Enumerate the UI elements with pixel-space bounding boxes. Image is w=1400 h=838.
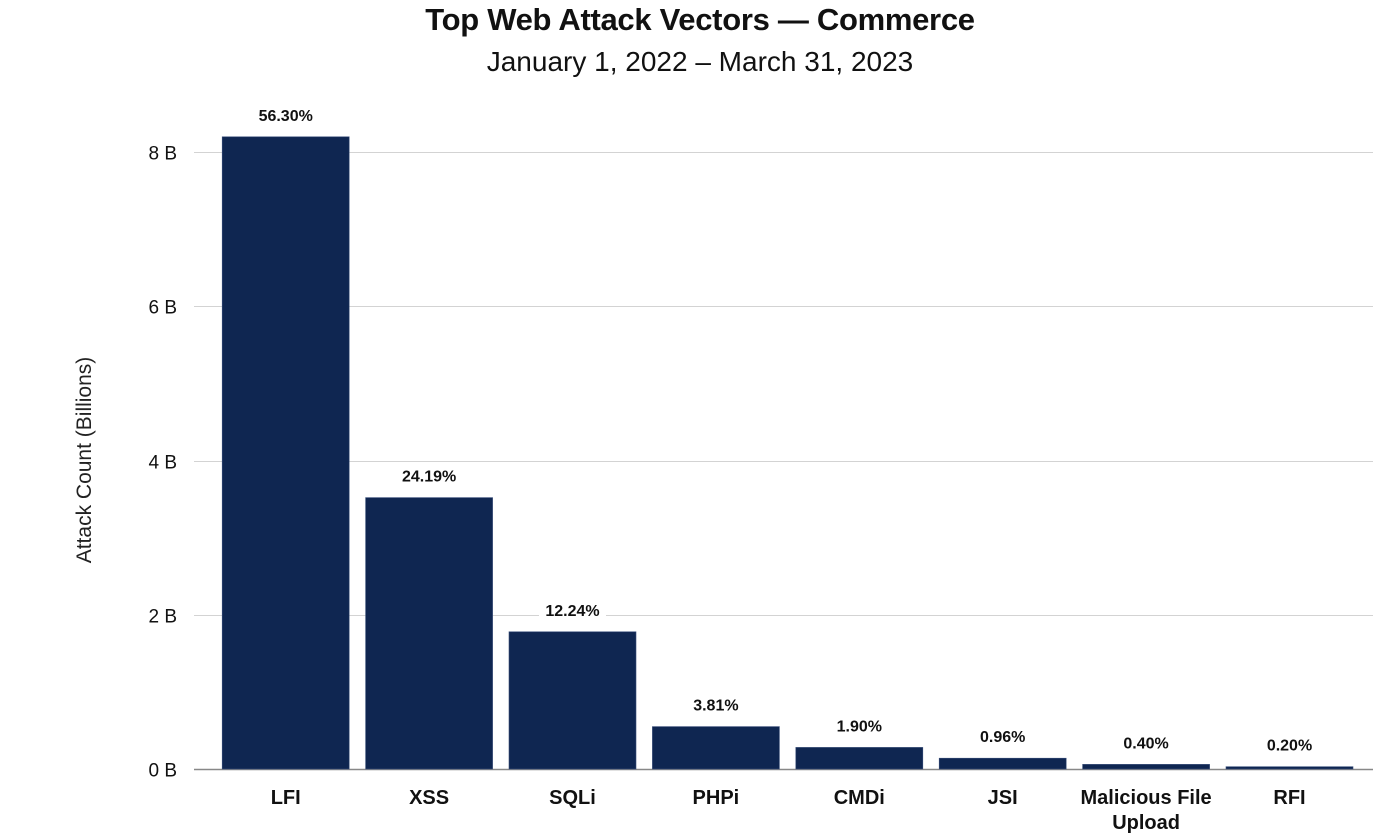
data-label: 0.40%: [1123, 735, 1168, 752]
x-category-label: PHPi: [693, 787, 740, 809]
x-category-label: CMDi: [834, 787, 885, 809]
bar-sqli: [508, 631, 637, 770]
data-label-background: [1260, 734, 1319, 757]
bar-phpi: [652, 726, 780, 770]
x-category-label: Malicious File: [1081, 787, 1212, 809]
data-label-background: [973, 726, 1032, 749]
bars: [221, 136, 1354, 770]
x-axis-categories: LFI XSS SQLi PHPi CMDi JSI Malicious File Uploa…: [271, 787, 1306, 834]
bar-lfi: [221, 136, 350, 770]
y-tick-label: 8 B: [148, 144, 177, 165]
y-tick-label: 2 B: [148, 607, 177, 628]
y-tick-label: 6 B: [148, 298, 177, 319]
data-label: 1.90%: [837, 718, 882, 735]
y-axis-ticks: 0 B 2 B 4 B 6 B 8 B: [148, 144, 177, 782]
data-label-background: [539, 599, 606, 622]
x-category-label: SQLi: [549, 787, 596, 809]
bar-cmdi: [795, 747, 924, 770]
data-label-background: [252, 104, 320, 127]
chart-title: Top Web Attack Vectors — Commerce: [425, 2, 975, 37]
data-label-background: [830, 715, 889, 738]
data-label-background: [1117, 732, 1175, 755]
data-label: 0.96%: [980, 729, 1025, 746]
data-labels: 56.30% 24.19% 12.24% 3.81% 1.90% 0.96% 0.40% 0.…: [252, 104, 1319, 757]
x-category-label: RFI: [1273, 787, 1305, 809]
x-category-label: JSI: [988, 787, 1018, 809]
bar-rfi: [1225, 766, 1354, 770]
bar-jsi: [938, 757, 1067, 770]
data-label-background: [687, 694, 745, 717]
bar-xss: [365, 497, 493, 770]
y-tick-label: 0 B: [148, 761, 177, 782]
data-label: 24.19%: [402, 469, 456, 486]
x-category-label: Upload: [1112, 812, 1180, 834]
data-label-background: [395, 465, 463, 488]
data-label: 12.24%: [545, 603, 599, 620]
data-label: 56.30%: [259, 108, 313, 125]
chart-subtitle: January 1, 2022 – March 31, 2023: [486, 46, 914, 77]
data-label: 3.81%: [693, 698, 738, 715]
gridlines: [194, 152, 1373, 771]
x-category-label: XSS: [409, 787, 449, 809]
bar-malicious-file-upload: [1082, 764, 1210, 770]
data-label: 0.20%: [1267, 738, 1312, 755]
x-category-label: LFI: [271, 787, 301, 809]
y-tick-label: 4 B: [148, 453, 177, 474]
